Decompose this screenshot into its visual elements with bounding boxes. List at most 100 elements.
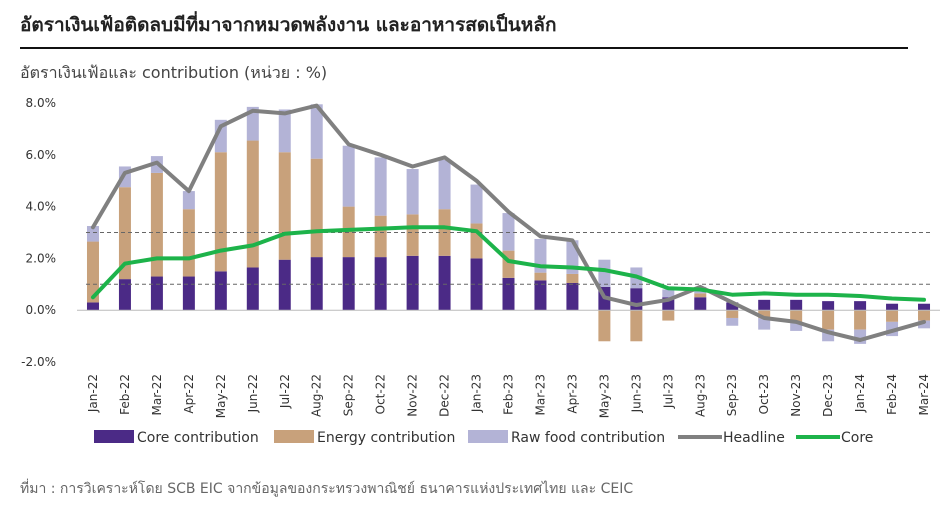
legend-core-contribution: Core contribution — [94, 430, 259, 446]
bar-raw-food-contribution — [822, 329, 835, 342]
bar-energy-contribution — [374, 215, 387, 258]
x-tick-label: Jun-22 — [246, 374, 260, 413]
legend-raw-food-contribution-swatch — [468, 430, 508, 443]
bar-core-contribution — [86, 302, 99, 311]
bar-raw-food-contribution — [918, 320, 931, 329]
y-tick-label: 8.0% — [26, 96, 57, 110]
chart-title: อัตราเงินเฟ้อติดลบมีที่มาจากหมวดพลังงาน … — [20, 14, 557, 36]
bar-core-contribution — [886, 303, 899, 311]
legend-energy-contribution: Energy contribution — [274, 430, 455, 446]
legend-raw-food-contribution-label: Raw food contribution — [511, 430, 665, 446]
bar-energy-contribution — [214, 152, 227, 272]
bar-core-contribution — [726, 302, 739, 311]
title-divider — [20, 47, 908, 49]
bar-raw-food-contribution — [342, 145, 355, 207]
bar-core-contribution — [502, 277, 515, 311]
legend-energy-contribution-label: Energy contribution — [317, 430, 455, 446]
bar-energy-contribution — [246, 140, 259, 268]
bar-energy-contribution — [534, 272, 547, 281]
bar-core-contribution — [534, 280, 547, 311]
x-tick-label: Mar-24 — [917, 374, 931, 415]
chart-subtitle: อัตราเงินเฟ้อและ contribution (หน่วย : %… — [20, 63, 328, 82]
bar-energy-contribution — [694, 293, 707, 298]
bar-energy-contribution — [182, 209, 195, 277]
bar-energy-contribution — [758, 310, 771, 318]
headline-line — [91, 103, 926, 342]
bar-raw-food-contribution — [790, 323, 803, 331]
x-tick-label: Feb-23 — [502, 374, 516, 415]
bar-core-contribution — [470, 258, 483, 311]
legend-headline: Headline — [678, 430, 785, 446]
bar-core-contribution — [790, 299, 803, 311]
x-tick-label: Dec-22 — [438, 374, 452, 417]
bar-raw-food-contribution — [406, 169, 419, 215]
bar-raw-food-contribution — [470, 184, 483, 224]
legend-core-contribution-swatch — [94, 430, 134, 443]
bar-energy-contribution — [854, 310, 867, 330]
x-tick-label: Aug-22 — [310, 374, 324, 417]
bar-raw-food-contribution — [502, 213, 515, 251]
bar-energy-contribution — [630, 310, 643, 342]
x-tick-label: Aug-23 — [693, 374, 707, 417]
y-tick-label: 2.0% — [26, 251, 57, 265]
legend-core-label: Core — [841, 430, 873, 446]
legend-raw-food-contribution: Raw food contribution — [468, 430, 665, 446]
x-tick-label: Jan-24 — [853, 374, 867, 413]
bar-core-contribution — [278, 259, 291, 311]
x-tick-label: Jun-23 — [629, 374, 643, 413]
bar-core-contribution — [438, 255, 451, 311]
bar-energy-contribution — [310, 158, 323, 258]
bar-raw-food-contribution — [758, 317, 771, 330]
bar-raw-food-contribution — [438, 159, 451, 210]
bar-core-contribution — [854, 301, 867, 311]
x-tick-label: Jan-23 — [470, 374, 484, 413]
x-tick-label: May-23 — [597, 374, 611, 418]
y-tick-label: -2.0% — [21, 355, 56, 369]
bar-core-contribution — [406, 255, 419, 311]
bar-core-contribution — [758, 299, 771, 311]
bar-core-contribution — [182, 276, 195, 311]
bar-core-contribution — [150, 276, 163, 311]
bar-core-contribution — [246, 267, 259, 311]
bar-energy-contribution — [118, 187, 131, 280]
bar-core-contribution — [310, 257, 323, 311]
legend-core-contribution-label: Core contribution — [137, 430, 259, 446]
bar-core-contribution — [214, 271, 227, 311]
bar-energy-contribution — [662, 310, 675, 321]
bar-energy-contribution — [822, 310, 835, 330]
x-tick-label: Apr-22 — [182, 374, 196, 414]
bar-core-contribution — [566, 283, 579, 311]
y-tick-label: 0.0% — [26, 303, 57, 317]
bar-raw-food-contribution — [86, 226, 99, 242]
inflation-contribution-chart: -2.0% 0.0% 2.0% 4.0% 6.0% 8.0% Jan-22 Feb-22 Mar… — [21, 96, 940, 446]
legend-energy-contribution-swatch — [274, 430, 314, 443]
x-tick-label: Feb-24 — [885, 374, 899, 415]
bar-core-contribution — [118, 279, 131, 311]
bar-core-contribution — [918, 303, 931, 311]
x-tick-label: Nov-23 — [789, 374, 803, 417]
bar-core-contribution — [694, 297, 707, 311]
bar-energy-contribution — [406, 214, 419, 256]
y-tick-label: 4.0% — [26, 200, 57, 214]
bar-raw-food-contribution — [182, 191, 195, 210]
x-tick-label: Sep-22 — [342, 374, 356, 416]
bar-energy-contribution — [150, 172, 163, 277]
bar-raw-food-contribution — [246, 106, 259, 141]
bar-raw-food-contribution — [374, 157, 387, 216]
legend-core: Core — [796, 430, 873, 446]
bar-energy-contribution — [726, 310, 739, 318]
x-tick-label: Jul-23 — [661, 374, 675, 409]
bar-core-contribution — [342, 257, 355, 311]
x-tick-label: Jan-22 — [86, 374, 100, 413]
x-tick-label: Oct-23 — [757, 374, 771, 414]
core-line — [91, 225, 926, 302]
x-tick-label: Jul-22 — [278, 374, 292, 409]
bar-energy-contribution — [86, 241, 99, 303]
bar-raw-food-contribution — [598, 259, 611, 287]
x-tick-label: Oct-22 — [374, 374, 388, 414]
x-tick-label: Nov-22 — [406, 374, 420, 417]
x-tick-label: Mar-22 — [150, 374, 164, 415]
x-tick-label: Mar-23 — [533, 374, 547, 415]
bar-energy-contribution — [918, 310, 931, 321]
x-tick-label: Apr-23 — [565, 374, 579, 414]
